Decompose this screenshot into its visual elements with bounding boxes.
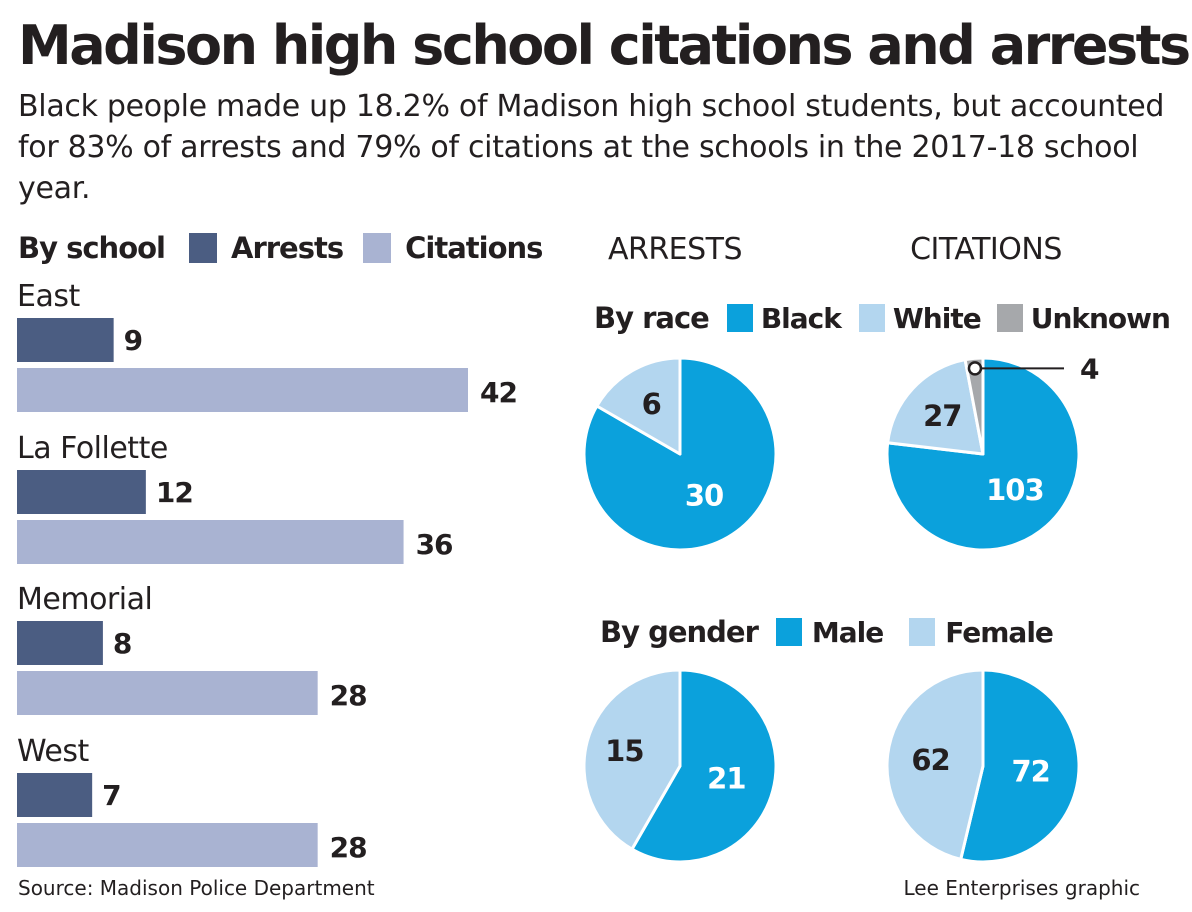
pie-slice [630, 668, 778, 864]
source-note: Source: Madison Police Department [18, 876, 375, 900]
pie-slice [886, 358, 985, 456]
arrests-column-header: ARRESTS [607, 232, 743, 267]
pie-value-label: 72 [1011, 755, 1049, 789]
citations-value-label: 36 [416, 528, 453, 561]
arrests-bar [17, 318, 114, 362]
pie-value-label: 21 [707, 761, 745, 795]
unknown-swatch [996, 304, 1023, 332]
pie-slice [595, 356, 682, 456]
school-legend-title: By school [18, 231, 166, 265]
arrests-bar [17, 773, 93, 817]
citations-bar [17, 368, 468, 412]
race-legend: By race Black White Unknown [594, 298, 1171, 338]
credit-note: Lee Enterprises graphic [903, 876, 1140, 900]
gender-legend: By gender Male Female [600, 612, 1054, 652]
citations-bar [17, 671, 318, 715]
school-label: La Follette [17, 431, 168, 466]
pie-slice [959, 668, 1081, 864]
unknown-legend-label: Unknown [1030, 301, 1171, 335]
school-label: Memorial [17, 582, 152, 617]
pie-value-label: 15 [605, 734, 643, 768]
female-swatch [909, 618, 936, 646]
school-label: East [17, 279, 80, 314]
citations-value-label: 42 [480, 376, 517, 409]
black-legend-label: Black [760, 301, 842, 335]
chart-subtitle: Black people made up 18.2% of Madison hi… [18, 89, 1165, 206]
race-legend-title: By race [594, 301, 710, 335]
citations-value-label: 28 [330, 679, 367, 712]
white-legend-label: White [892, 301, 982, 335]
chart-title: Madison high school citations and arrest… [18, 14, 1191, 77]
arrests-bar [17, 621, 103, 665]
male-legend-label: Male [811, 615, 884, 649]
leader-dot [967, 361, 983, 376]
pie-value-label: 27 [923, 399, 961, 433]
pie-slice [963, 356, 985, 456]
arrests-value-label: 7 [102, 779, 120, 812]
pie-value-label: 6 [642, 387, 661, 421]
citations-bar [17, 520, 404, 564]
gender-legend-title: By gender [600, 615, 759, 649]
pie-slice [885, 668, 985, 861]
arrests-value-label: 9 [124, 324, 142, 357]
male-swatch [775, 618, 802, 646]
pie-value-label: 4 [1080, 352, 1099, 385]
arrests-value-label: 8 [113, 627, 131, 660]
citations-value-label: 28 [330, 831, 367, 864]
school-legend: By school Arrests Citations [18, 228, 543, 268]
citations-legend-label: Citations [405, 231, 543, 265]
pie-value-label: 30 [685, 479, 723, 513]
citations-column-header: CITATIONS [910, 232, 1062, 267]
female-legend-label: Female [945, 615, 1054, 649]
citations-swatch [363, 233, 392, 263]
arrests-value-label: 12 [156, 476, 193, 509]
arrests-bar [17, 470, 146, 514]
pie-slice [582, 668, 682, 851]
pie-value-label: 62 [911, 743, 949, 777]
white-swatch [858, 304, 885, 332]
black-swatch [726, 304, 753, 332]
school-label: West [17, 734, 89, 769]
arrests-swatch [189, 233, 217, 263]
citations-bar [17, 823, 318, 867]
pie-value-label: 103 [986, 473, 1044, 507]
arrests-legend-label: Arrests [231, 231, 344, 265]
